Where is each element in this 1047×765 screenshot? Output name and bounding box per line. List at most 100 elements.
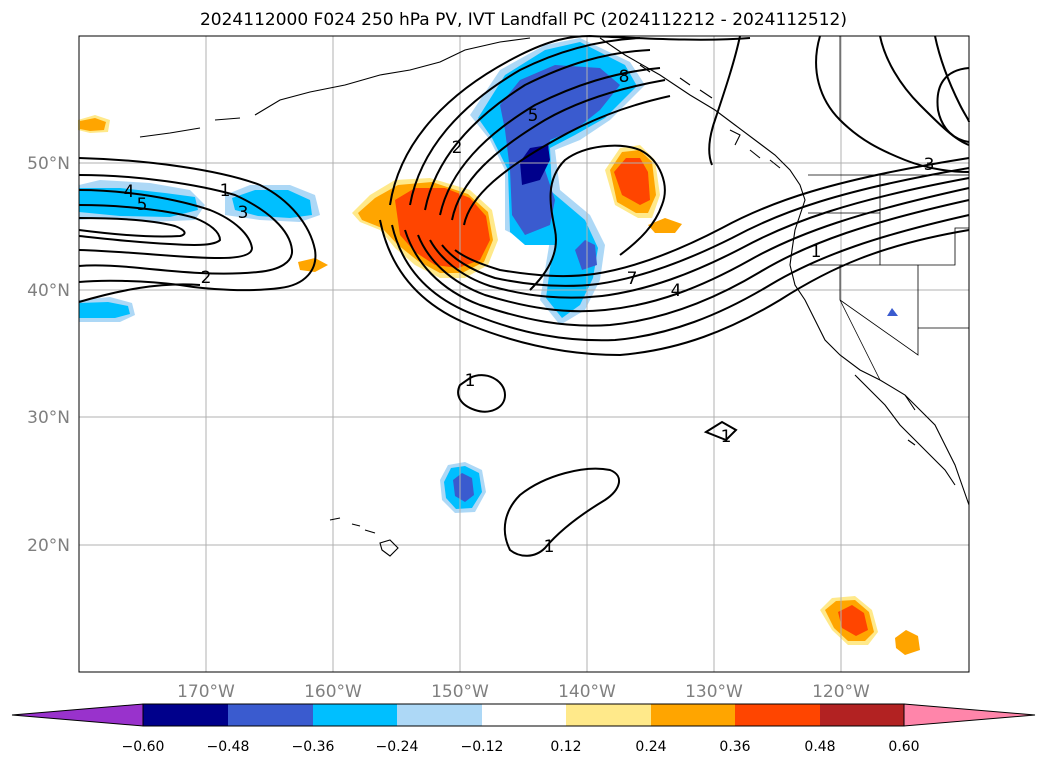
lat-label: 20°N [27,536,70,556]
pv-negative-region [520,145,550,185]
lat-label: 30°N [27,408,70,428]
lat-tick-labels: 50°N 40°N 30°N 20°N [27,154,70,556]
colorbar-bin [228,704,313,726]
lon-tick-labels: 170°W 160°W 150°W 140°W 130°W 120°W [177,682,870,702]
contour-label: 1 [544,537,555,557]
contour-line [529,144,666,291]
colorbar-bin [397,704,482,726]
colorbar-bin [143,704,228,726]
lon-label: 160°W [304,682,362,702]
lat-label: 40°N [27,281,70,301]
pv-negative-region [575,240,597,270]
colorbar-tick-label: 0.48 [804,739,835,755]
borders [808,36,969,381]
contour-line [78,217,186,238]
contour-line [451,79,666,221]
contour-line [457,374,507,413]
colorbar-tick-label: −0.60 [122,739,165,755]
contour-line [936,67,970,143]
contour-line [78,204,222,246]
contour-line [429,177,970,299]
ivt-contours [78,35,970,557]
contour-label: 4 [671,281,682,301]
lon-label: 140°W [558,682,616,702]
colorbar-tick-label: 0.36 [719,739,750,755]
contour-line [441,167,970,287]
colorbar-bin [820,704,904,726]
pv-negative-region [453,473,474,502]
contour-line [417,187,970,313]
pv-positive-region [614,158,650,205]
contour-label: 5 [528,106,539,126]
contour-line [78,283,201,303]
colorbar-extend-over [903,703,1036,727]
contour-label: 4 [124,182,135,202]
contour-line [454,157,970,278]
coastline-north-america [599,37,970,506]
contour-label: 1 [465,371,476,391]
contour-line [463,95,671,226]
coastline-islands [639,64,916,446]
pv-positive-region [895,630,920,655]
colorbar-bin [735,704,820,726]
colorbar-bin [482,704,566,726]
contour-line [424,49,651,211]
contour-line [78,174,294,275]
pv-negative-region [232,190,312,218]
contour-labels: 1 2 3 4 5 7 8 1 1 1 1 2 3 4 5 3 1 [124,67,935,557]
contour-label: 2 [201,268,212,288]
lon-label: 120°W [812,682,870,702]
contour-line [409,37,641,206]
contour-label: 5 [137,195,148,215]
contour-line [78,189,254,260]
pv-positive-region [648,218,682,233]
map-panel: 1 2 3 4 5 7 8 1 1 1 1 2 3 4 5 3 1 [78,35,970,673]
colorbar-tick-label: −0.48 [207,739,250,755]
colorbar-tick-label: −0.36 [292,739,335,755]
pv-negative-region [887,308,898,316]
gridlines [79,36,969,672]
pv-negative-region [79,188,198,217]
contour-line [404,199,970,327]
contour-line [389,35,751,206]
contour-label: 3 [238,203,249,223]
lat-label: 50°N [27,154,70,174]
colorbar-extend-under [11,703,144,727]
coastline-hawaii [329,517,399,557]
colorbar-tick-label: −0.12 [461,739,504,755]
coastlines [139,37,970,557]
coastline-alaska [139,37,531,138]
pv-positive-region [298,258,328,272]
contour-line [78,157,317,292]
contour-line [815,35,970,173]
contour-label: 1 [811,242,822,262]
contour-label: 7 [627,269,638,289]
contour-line [379,219,970,357]
colorbar-bin [566,704,651,726]
pv-positive-region [838,605,868,636]
contour-label: 8 [619,67,630,87]
pv-positive-region [80,118,106,131]
contour-label: 1 [220,181,231,201]
pv-positive-region [395,188,490,268]
colorbar-tick-label: 0.60 [888,739,919,755]
lon-label: 170°W [177,682,235,702]
map-frame [78,35,970,673]
contour-line [439,67,661,216]
colorbar: −0.60 −0.48 −0.36 −0.24 −0.12 0.12 0.24 … [11,703,1036,755]
lon-label: 150°W [431,682,489,702]
map-title: 2024112000 F024 250 hPa PV, IVT Landfall… [199,10,847,30]
colorbar-frame [142,703,905,727]
colorbar-bin [313,704,397,726]
contour-line [391,214,970,342]
contour-line [503,467,620,557]
pv-negative-region [79,302,130,318]
border-states [808,175,969,381]
contour-line [708,35,741,166]
colorbar-tick-label: −0.24 [376,739,419,755]
colorbar-tick-label: 0.24 [635,739,666,755]
contour-line [703,420,738,442]
colorbar-bin [651,704,735,726]
coastline-baja [854,374,956,486]
